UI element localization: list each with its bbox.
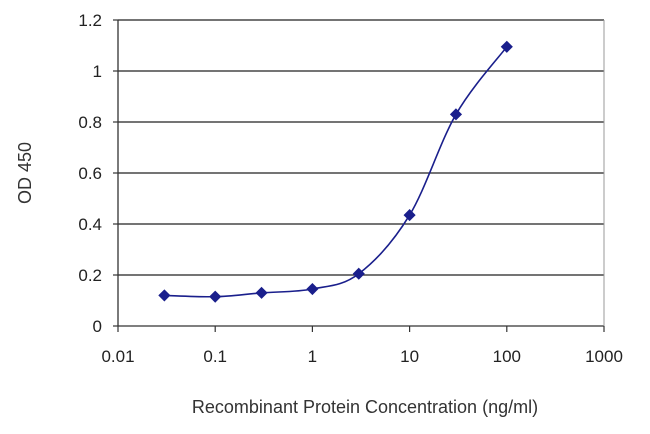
data-points <box>158 40 513 303</box>
data-point <box>352 267 365 280</box>
x-tick-label: 1000 <box>585 347 623 366</box>
x-tick-label: 100 <box>493 347 521 366</box>
data-point <box>403 209 416 222</box>
x-tick-label: 0.1 <box>203 347 227 366</box>
y-tick-labels: 0 0.2 0.4 0.6 0.8 1 1.2 <box>78 11 102 336</box>
data-point <box>158 289 171 302</box>
y-tick-label: 0.4 <box>78 215 102 234</box>
y-tick-label: 1 <box>93 62 102 81</box>
data-point <box>255 286 268 299</box>
y-tick-label: 0.6 <box>78 164 102 183</box>
y-tick-label: 1.2 <box>78 11 102 30</box>
grid <box>118 19 604 276</box>
axes <box>113 19 605 332</box>
y-tick-label: 0.2 <box>78 266 102 285</box>
x-axis-title: Recombinant Protein Concentration (ng/ml… <box>192 397 538 417</box>
data-point <box>449 108 463 121</box>
x-tick-label: 1 <box>308 347 317 366</box>
y-tick-label: 0 <box>93 317 102 336</box>
data-point <box>500 40 513 53</box>
y-tick-label: 0.8 <box>78 113 102 132</box>
x-tick-label: 0.01 <box>101 347 134 366</box>
x-tick-labels: 0.01 0.1 1 10 100 1000 <box>101 347 622 366</box>
data-point <box>306 282 319 296</box>
y-axis-title: OD 450 <box>15 142 35 204</box>
data-point <box>209 290 222 303</box>
x-tick-label: 10 <box>400 347 419 366</box>
